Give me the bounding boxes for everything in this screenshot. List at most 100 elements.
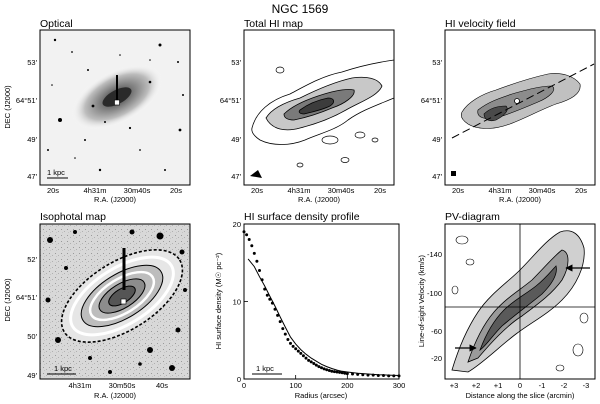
panel-profile: HI surface density profile 0 100 200 300 0 10… (214, 211, 405, 400)
total-hi-ytick: 53′ (231, 58, 241, 67)
pv-noise-contours (451, 235, 589, 372)
optical-ytick: 47′ (27, 172, 37, 181)
velocity-ytick: 53′ (432, 58, 442, 67)
panel-isophotal: Isophotal map 1 kpc 4h31m 30m50s 40s (3, 211, 191, 400)
velocity-xlabel: R.A. (J2000) (499, 195, 542, 204)
optical-xtick: 4h31m (84, 186, 107, 195)
velocity-beam (451, 171, 456, 176)
profile-data-point (361, 373, 365, 377)
pv-xtick: -1 (539, 381, 546, 390)
profile-data-point (242, 230, 246, 234)
isophotal-ytick: 52′ (27, 255, 37, 264)
total-hi-islands (275, 66, 379, 168)
optical-xtick: 20s (170, 186, 182, 195)
velocity-xtick: 20s (575, 186, 587, 195)
profile-data-point (281, 327, 285, 331)
profile-data-point (260, 278, 264, 282)
profile-xlabel: Radius (arcsec) (295, 391, 348, 400)
profile-data-point (270, 301, 274, 305)
optical-yticks: 53′ 64°51′ 49′ 47′ (16, 58, 38, 181)
total-hi-xlabel: R.A. (J2000) (298, 195, 341, 204)
optical-frame (39, 29, 191, 186)
total-hi-beam (250, 170, 262, 178)
optical-xtick: 20s (47, 186, 59, 195)
profile-data-point (273, 307, 277, 311)
optical-title: Optical (40, 18, 73, 30)
profile-data-point (387, 374, 391, 378)
profile-data-point (343, 371, 347, 375)
profile-data-point (376, 374, 380, 377)
pv-xtick: -3 (583, 381, 590, 390)
velocity-xtick: 4h31m (489, 186, 512, 195)
profile-data-point (307, 358, 311, 362)
profile-data-point (312, 362, 316, 365)
profile-xtick-label: 0 (242, 381, 246, 390)
pv-ylabel: Line-of-sight Velocity (km/s) (417, 254, 426, 347)
velocity-xtick: 20s (452, 186, 464, 195)
profile-title: HI surface density profile (244, 211, 360, 223)
profile-data-point (309, 360, 313, 364)
profile-data-point (289, 341, 292, 345)
profile-data-point (397, 374, 401, 378)
profile-data-point (265, 293, 269, 297)
pv-xlabel: Distance along the slice (arcmin) (466, 391, 575, 400)
profile-data-point (320, 366, 323, 370)
velocity-frame (444, 29, 596, 186)
profile-data-point (366, 373, 370, 377)
profile-data-point (322, 367, 326, 371)
profile-observed-series (242, 230, 401, 378)
total-hi-ytick: 49′ (231, 135, 241, 144)
profile-data-point (340, 371, 344, 375)
velocity-ytick: 47′ (432, 172, 442, 181)
isophotal-center-marker (120, 298, 127, 305)
velocity-title: HI velocity field (445, 18, 516, 30)
optical-xlabel: R.A. (J2000) (94, 195, 137, 204)
profile-data-point (263, 287, 267, 291)
profile-data-point (338, 370, 342, 374)
profile-data-point (286, 338, 290, 341)
optical-center-marker (114, 99, 120, 106)
total-hi-frame (243, 29, 395, 186)
profile-ytick-label: 0 (237, 375, 241, 384)
velocity-xticks: 20s 4h31m 30m40s 20s (452, 186, 587, 195)
panel-pv: PV-diagram +3 +2 +1 0 -1 -2 -3 -140 -100… (417, 211, 596, 400)
total-hi-xtick: 20s (374, 186, 386, 195)
profile-data-point (335, 370, 339, 374)
profile-model-series (247, 258, 400, 376)
isophotal-stars (45, 229, 187, 374)
velocity-ytick: 64°51′ (421, 96, 443, 105)
figure-title: NGC 1569 (272, 2, 329, 16)
pv-ytick: -140 (427, 250, 442, 259)
isophotal-contours (60, 249, 184, 343)
pv-xtick: +1 (494, 381, 503, 390)
total-hi-title: Total HI map (244, 18, 303, 30)
profile-ylabel: HI surface density (M☉ pc⁻²) (214, 252, 223, 349)
profile-scale-label: 1 kpc (256, 364, 274, 373)
profile-data-point (317, 365, 321, 369)
optical-ylabel: DEC (J2000) (3, 85, 12, 129)
pv-xtick: -2 (561, 381, 568, 390)
profile-data-point (382, 374, 385, 377)
velocity-center-marker (514, 98, 520, 104)
velocity-xtick: 30m40s (529, 186, 556, 195)
profile-data-point (258, 269, 261, 272)
isophotal-yticks: 52′ 64°51′ 50′ 49′ (16, 255, 38, 380)
profile-data-point (283, 332, 287, 336)
profile-data-point (332, 370, 336, 374)
profile-data-point (250, 244, 254, 248)
profile-data-point (304, 356, 308, 360)
profile-data-point (301, 354, 305, 358)
profile-data-point (294, 347, 298, 351)
isophotal-ylabel: DEC (J2000) (3, 278, 12, 322)
isophotal-frame (39, 223, 191, 380)
panel-optical: Optical 1 kpc 20s 4h31m 30m40s 20s 53′ 6… (3, 18, 191, 204)
total-hi-contour-core (298, 97, 334, 115)
profile-data-point (325, 368, 329, 372)
total-hi-xticks: 20s 4h31m 30m40s 20s (251, 186, 386, 195)
profile-ytick-label: 10 (233, 298, 241, 307)
profile-ticks: 0 100 200 300 0 10 20 (233, 220, 406, 390)
profile-data-point (314, 363, 318, 367)
optical-stars (47, 38, 184, 172)
panel-velocity-field: HI velocity field 20s 4h31m 30m40s 20s 5… (421, 18, 596, 204)
pv-ytick: -60 (431, 327, 442, 336)
